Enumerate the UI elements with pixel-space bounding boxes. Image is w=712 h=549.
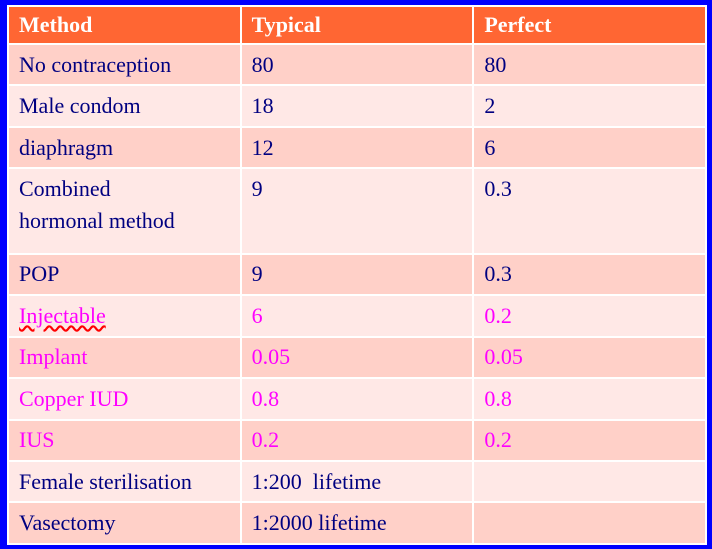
cell-text: Combined hormonal method <box>19 176 175 234</box>
header-row: Method Typical Perfect <box>7 5 707 45</box>
table-cell: 0.05 <box>239 335 475 380</box>
cell-text: 0.05 <box>251 344 291 370</box>
table-cell: 6 <box>239 294 475 338</box>
table-cell: 0.3 <box>472 167 707 255</box>
cell-text: diaphragm <box>19 134 114 160</box>
cell-text: 80 <box>251 51 274 77</box>
table-row: POP 9 0.3 <box>7 252 707 297</box>
table-cell: 2 <box>472 84 707 128</box>
cell-text: IUS <box>19 427 55 453</box>
table-cell: 6 <box>472 125 707 170</box>
table-container: Method Typical Perfect No contraception 80 8… <box>7 5 707 545</box>
table-cell: 0.2 <box>239 418 475 462</box>
table-cell: 18 <box>239 84 475 128</box>
table-row: No contraception 80 80 <box>7 42 707 87</box>
table-cell: 0.2 <box>472 418 707 462</box>
cell-text: No contraception <box>19 51 172 77</box>
cell-text: 80 <box>484 51 507 77</box>
table-cell: 12 <box>239 125 475 170</box>
cell-text: Vasectomy <box>19 510 116 536</box>
header-cell: Perfect <box>472 5 707 45</box>
header-cell: Method <box>7 5 242 45</box>
table-cell: 80 <box>472 42 707 87</box>
cell-text: 0.3 <box>484 176 512 202</box>
table-cell: Injectable <box>7 294 242 338</box>
table-row: Copper IUD 0.8 0.8 <box>7 377 707 421</box>
table-row: Combined hormonal method 9 0.3 <box>7 167 707 255</box>
table-cell: No contraception <box>7 42 242 87</box>
table-cell <box>472 501 707 545</box>
table-cell: 0.8 <box>472 377 707 421</box>
cell-text: 1:2000 lifetime <box>251 510 387 536</box>
table-cell: 80 <box>239 42 475 87</box>
cell-text: Implant <box>19 344 88 370</box>
cell-text: 6 <box>484 134 496 160</box>
cell-text: 0.2 <box>484 427 512 453</box>
table-cell: 9 <box>239 167 475 255</box>
table-cell: 0.8 <box>239 377 475 421</box>
table-row: diaphragm 12 6 <box>7 125 707 170</box>
cell-text: 0.3 <box>484 261 512 287</box>
table: Method Typical Perfect No contraception 80 8… <box>7 5 707 545</box>
cell-text: POP <box>19 261 60 287</box>
cell-text: 9 <box>251 176 263 202</box>
cell-text: 18 <box>251 93 274 119</box>
table-cell: IUS <box>7 418 242 462</box>
table-cell: POP <box>7 252 242 297</box>
table-cell: Combined hormonal method <box>7 167 242 255</box>
table-cell: 0.05 <box>472 335 707 380</box>
cell-text: 0.8 <box>251 385 280 411</box>
table-row: Vasectomy 1:2000 lifetime <box>7 501 707 545</box>
table-cell: 1:200 lifetime <box>239 459 475 504</box>
cell-text: 9 <box>251 261 263 287</box>
cell-text: 0.05 <box>484 344 523 370</box>
table-cell: Female sterilisation <box>7 459 242 504</box>
cell-text: Male condom <box>19 93 141 119</box>
header-cell: Typical <box>239 5 475 45</box>
table-cell: Implant <box>7 335 242 380</box>
table-cell: Male condom <box>7 84 242 128</box>
cell-text: 1:200 lifetime <box>251 468 382 494</box>
table-cell: 1:2000 lifetime <box>239 501 475 545</box>
table-cell: Vasectomy <box>7 501 242 545</box>
table-cell: 0.3 <box>472 252 707 297</box>
table-row: Implant 0.05 0.05 <box>7 335 707 380</box>
cell-text: 6 <box>251 302 263 328</box>
table-cell: 0.2 <box>472 294 707 338</box>
cell-text: 2 <box>484 93 496 119</box>
cell-text: 12 <box>251 134 274 160</box>
cell-text: 0.2 <box>484 302 512 328</box>
table-cell: diaphragm <box>7 125 242 170</box>
cell-text: Female sterilisation <box>19 468 192 494</box>
table-cell <box>472 459 707 504</box>
cell-text: Injectable <box>19 302 106 328</box>
table-row: Injectable 6 0.2 <box>7 294 707 338</box>
table-row: Female sterilisation 1:200 lifetime <box>7 459 707 504</box>
cell-text: Copper IUD <box>19 385 129 411</box>
table-cell: Copper IUD <box>7 377 242 421</box>
cell-text: 0.2 <box>251 427 280 453</box>
table-row: Male condom 18 2 <box>7 84 707 128</box>
table-cell: 9 <box>239 252 475 297</box>
table-row: IUS 0.2 0.2 <box>7 418 707 462</box>
cell-text: 0.8 <box>484 385 512 411</box>
